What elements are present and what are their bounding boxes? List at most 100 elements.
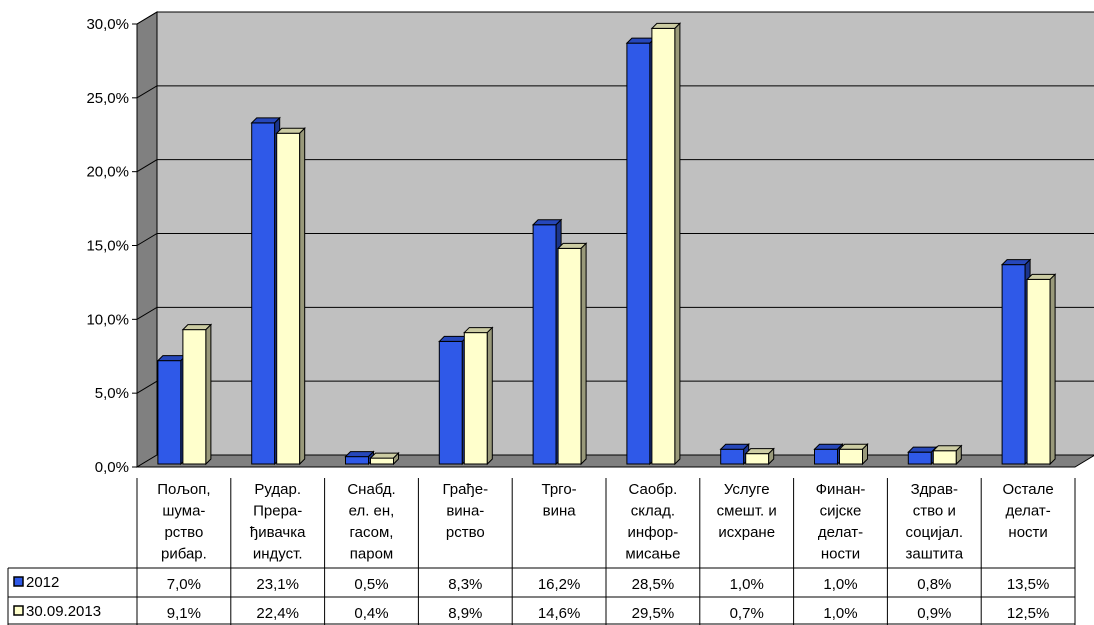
data-label: 12,5% (1007, 605, 1050, 622)
bar-30.09.2013-3 (369, 451, 400, 466)
bar-front (745, 453, 770, 465)
data-label: 22,4% (256, 605, 299, 622)
bar-2012-3 (344, 450, 375, 466)
bars (156, 22, 1057, 466)
data-label: 0,9% (917, 605, 951, 622)
data-label: 0,4% (354, 605, 388, 622)
data-label: 23,1% (256, 576, 299, 593)
bar-2012-6 (625, 36, 657, 466)
category-label: делат- (1005, 503, 1050, 520)
data-label: 28,5% (632, 576, 675, 593)
category-label: Рудар. (254, 481, 301, 498)
bar-2012-10 (1000, 258, 1032, 466)
bar-side (393, 451, 399, 466)
bar-side (955, 444, 962, 466)
gridline (136, 85, 1094, 99)
category-label: инфор- (628, 524, 679, 541)
bar-front (463, 332, 488, 465)
y-axis: 0,0% 5,0% 10,0% 15,0% 20,0% 25,0% 30,0% (86, 16, 138, 476)
category-label: исхране (718, 524, 775, 541)
category-label: ђивачка (250, 524, 306, 541)
category-label: вина- (446, 503, 484, 520)
category-label: шума- (162, 503, 205, 520)
bar-side (674, 22, 681, 466)
bar-front (651, 27, 676, 465)
category-label: рибар. (161, 546, 207, 563)
y-tick-label: 5,0% (95, 385, 129, 402)
category-label: смешт. и (717, 503, 777, 520)
legend-label: 2012 (26, 574, 59, 591)
data-label: 14,6% (538, 605, 581, 622)
data-label: 9,1% (167, 605, 201, 622)
y-tick-label: 0,0% (95, 459, 129, 476)
legend-key-2012 (13, 576, 24, 587)
category-label: ности (821, 546, 860, 563)
bar-front (1001, 264, 1026, 465)
gridline (136, 306, 1094, 320)
data-label: 13,5% (1007, 576, 1050, 593)
category-label: Здрав- (911, 481, 958, 498)
bar-30.09.2013-7 (744, 447, 775, 466)
category-label: мисање (625, 546, 680, 563)
bar-front (1026, 278, 1051, 465)
bar-30.09.2013-2 (275, 127, 306, 466)
category-label: склад. (631, 503, 675, 520)
bar-front (276, 132, 301, 465)
category-label: Прера- (253, 503, 302, 520)
bar-front (932, 450, 957, 465)
bar-2012-8 (813, 443, 844, 466)
data-label: 16,2% (538, 576, 581, 593)
gridline (136, 159, 1094, 173)
category-label: ство и (913, 503, 956, 520)
data-label: 29,5% (632, 605, 675, 622)
category-label: ности (1008, 524, 1047, 541)
gridline (136, 11, 1094, 25)
data-label: 1,0% (730, 576, 764, 593)
category-label: рство (164, 524, 203, 541)
category-label: гасом, (350, 524, 394, 541)
category-label: Снабд. (347, 481, 395, 498)
category-label: индуст. (253, 546, 303, 563)
bar-2012-7 (719, 443, 750, 466)
bar-front (370, 457, 394, 465)
y-tick-label: 10,0% (86, 311, 129, 328)
bar-30.09.2013-10 (1025, 273, 1057, 466)
gridline (136, 380, 1094, 394)
category-label: сијске (820, 503, 862, 520)
bar-front (839, 448, 863, 465)
category-label: заштита (906, 546, 964, 563)
gridlines (136, 11, 1094, 394)
category-label: паром (350, 546, 393, 563)
category-label: вина (543, 503, 577, 520)
bar-side (486, 326, 493, 466)
bar-side (299, 127, 306, 466)
y-tick-label: 15,0% (86, 238, 129, 255)
bar-front (345, 456, 369, 465)
bar-front (438, 340, 463, 465)
bar-front (251, 122, 276, 465)
data-label: 7,0% (167, 576, 201, 593)
y-tick-label: 25,0% (86, 90, 129, 107)
data-label: 8,9% (448, 605, 482, 622)
bar-30.09.2013-1 (181, 323, 213, 466)
bar-2012-1 (156, 354, 188, 466)
category-label: Грађе- (442, 481, 488, 498)
data-label: 1,0% (823, 576, 857, 593)
category-label: ел. ен, (349, 503, 395, 520)
category-label: рство (446, 524, 485, 541)
bar-front (557, 247, 582, 465)
bar-front (814, 448, 838, 465)
bar-front (182, 329, 207, 465)
bar-2012-2 (250, 116, 281, 466)
category-label: Трго- (542, 481, 577, 498)
category-label: Услуге (724, 481, 770, 498)
data-label: 8,3% (448, 576, 482, 593)
bar-2012-9 (907, 445, 938, 466)
data-label: 0,8% (917, 576, 951, 593)
bar-30.09.2013-8 (838, 443, 869, 466)
bar-side (862, 443, 868, 466)
data-label: 0,5% (354, 576, 388, 593)
bar-side (205, 323, 212, 466)
category-label: Остале (1002, 481, 1053, 498)
